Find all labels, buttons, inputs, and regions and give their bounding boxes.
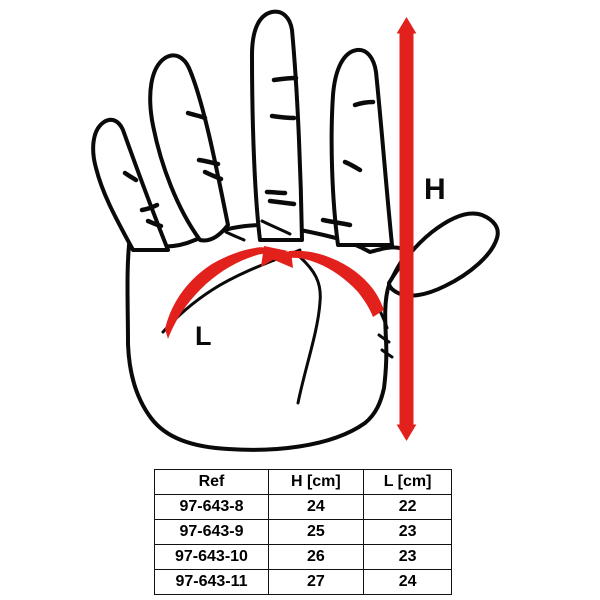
svg-text:L: L — [195, 321, 212, 351]
svg-text:H: H — [424, 173, 446, 206]
